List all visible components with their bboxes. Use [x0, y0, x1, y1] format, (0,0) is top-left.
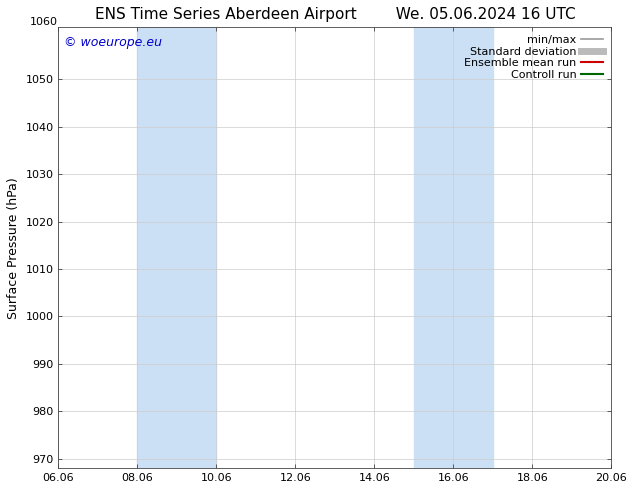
Bar: [138, 27, 216, 468]
Text: 1060: 1060: [30, 17, 58, 27]
Text: © woeurope.eu: © woeurope.eu: [64, 36, 162, 49]
Legend: min/max, Standard deviation, Ensemble mean run, Controll run: min/max, Standard deviation, Ensemble me…: [462, 33, 605, 82]
Title: ENS Time Series Aberdeen Airport        We. 05.06.2024 16 UTC: ENS Time Series Aberdeen Airport We. 05.…: [94, 7, 575, 22]
Y-axis label: Surface Pressure (hPa): Surface Pressure (hPa): [7, 177, 20, 318]
Bar: [414, 27, 493, 468]
